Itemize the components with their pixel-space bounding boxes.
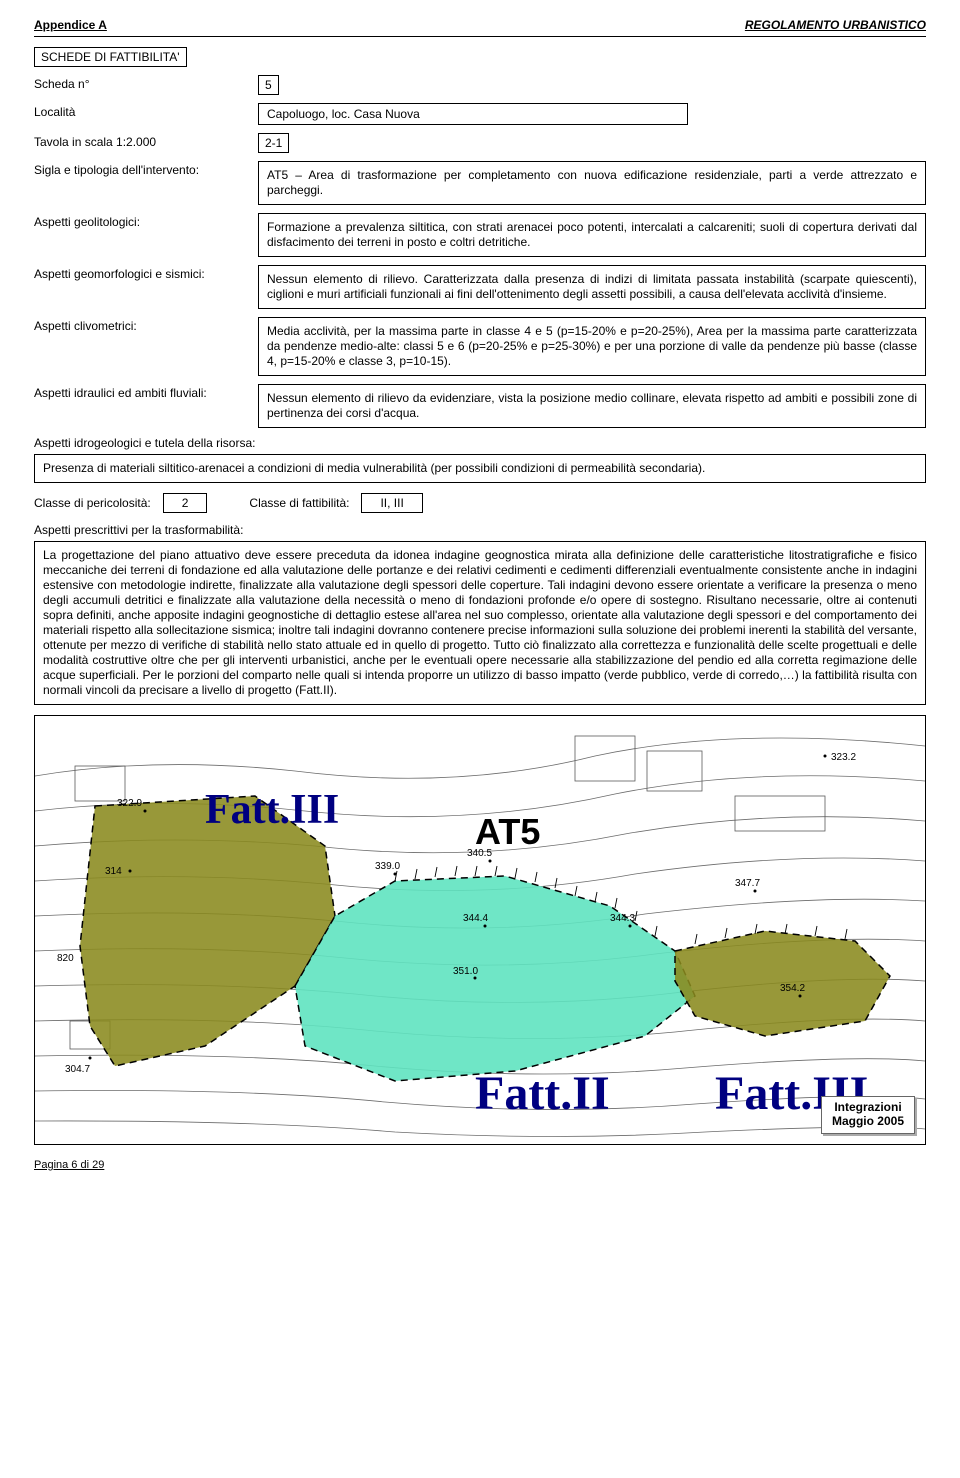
svg-text:354.2: 354.2 (780, 983, 805, 994)
value-pericolo: 2 (163, 493, 208, 513)
svg-text:314: 314 (105, 866, 122, 877)
text-geolit: Formazione a prevalenza siltitica, con s… (258, 213, 926, 257)
label-localita: Località (34, 103, 244, 119)
row-localita: Località Capoluogo, loc. Casa Nuova (34, 103, 926, 125)
page-header: Appendice A REGOLAMENTO URBANISTICO (34, 18, 926, 32)
row-sigla: Sigla e tipologia dell'intervento: AT5 –… (34, 161, 926, 205)
label-tavola: Tavola in scala 1:2.000 (34, 133, 244, 149)
feasibility-map: 323.2 322.9 314 339.0 340.5 344.4 344.3 … (34, 715, 926, 1145)
label-pericolo: Classe di pericolosità: (34, 496, 151, 510)
svg-text:322.9: 322.9 (117, 798, 142, 809)
map-label-fatt2: Fatt.II (475, 1066, 610, 1121)
svg-text:344.4: 344.4 (463, 913, 488, 924)
svg-text:344.3: 344.3 (610, 913, 635, 924)
map-label-fatt3-left: Fatt.III (205, 786, 339, 834)
value-scheda: 5 (258, 75, 279, 95)
label-geomorf: Aspetti geomorfologici e sismici: (34, 265, 244, 281)
text-prescr: La progettazione del piano attuativo dev… (34, 541, 926, 705)
stamp-line1: IntegrazioniMaggio 2005 (832, 1100, 904, 1128)
label-idrogeo: Aspetti idrogeologici e tutela della ris… (34, 436, 926, 450)
label-fattib: Classe di fattibilità: (249, 496, 349, 510)
header-rule (34, 36, 926, 37)
value-fattib: II, III (361, 493, 422, 513)
row-geomorf: Aspetti geomorfologici e sismici: Nessun… (34, 265, 926, 309)
text-idrogeo: Presenza di materiali siltitico-arenacei… (34, 454, 926, 483)
header-left: Appendice A (34, 18, 107, 32)
section-title: SCHEDE DI FATTIBILITA' (34, 47, 187, 67)
text-geomorf: Nessun elemento di rilievo. Caratterizza… (258, 265, 926, 309)
row-scheda: Scheda n° 5 (34, 75, 926, 95)
row-clivo: Aspetti clivometrici: Media acclività, p… (34, 317, 926, 376)
map-label-at5: AT5 (475, 811, 540, 853)
header-right: REGOLAMENTO URBANISTICO (745, 18, 926, 32)
value-tavola: 2-1 (258, 133, 289, 153)
row-geolit: Aspetti geolitologici: Formazione a prev… (34, 213, 926, 257)
label-idraul: Aspetti idraulici ed ambiti fluviali: (34, 384, 244, 400)
label-clivo: Aspetti clivometrici: (34, 317, 244, 333)
text-clivo: Media acclività, per la massima parte in… (258, 317, 926, 376)
text-sigla: AT5 – Area di trasformazione per complet… (258, 161, 926, 205)
idrogeo-block: Aspetti idrogeologici e tutela della ris… (34, 436, 926, 483)
zone-fatt3-left (80, 796, 335, 1066)
svg-text:323.2: 323.2 (831, 752, 856, 763)
label-geolit: Aspetti geolitologici: (34, 213, 244, 229)
label-sigla: Sigla e tipologia dell'intervento: (34, 161, 244, 177)
label-scheda: Scheda n° (34, 75, 244, 91)
zone-fatt2 (295, 876, 695, 1081)
row-classi: Classe di pericolosità: 2 Classe di fatt… (34, 493, 926, 513)
value-localita: Capoluogo, loc. Casa Nuova (258, 103, 688, 125)
svg-text:347.7: 347.7 (735, 878, 760, 889)
svg-text:820: 820 (57, 953, 74, 964)
label-prescr: Aspetti prescrittivi per la trasformabil… (34, 523, 926, 537)
svg-text:351.0: 351.0 (453, 966, 478, 977)
map-stamp: IntegrazioniMaggio 2005 (821, 1096, 915, 1134)
row-idraul: Aspetti idraulici ed ambiti fluviali: Ne… (34, 384, 926, 428)
row-tavola: Tavola in scala 1:2.000 2-1 (34, 133, 926, 153)
page-footer: Pagina 6 di 29 (34, 1159, 926, 1171)
svg-text:339.0: 339.0 (375, 861, 400, 872)
text-idraul: Nessun elemento di rilievo da evidenziar… (258, 384, 926, 428)
svg-text:304.7: 304.7 (65, 1064, 90, 1075)
